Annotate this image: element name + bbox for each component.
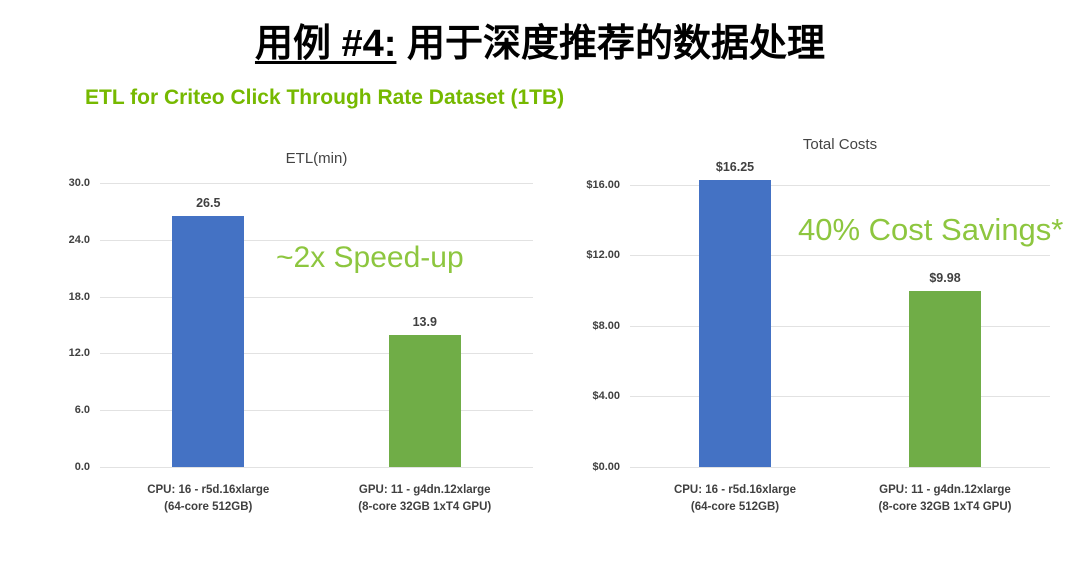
bar-cpu: [172, 216, 245, 467]
costs-plot-area: $16.00 $12.00 $8.00 $4.00 $0.00 $16.25 CPU: 16…: [586, 160, 1050, 513]
gridline: [630, 255, 1050, 257]
y-axis-tick-label: $0.00: [592, 461, 620, 473]
chart-subtitle: ETL for Criteo Click Through Rate Datase…: [85, 86, 565, 109]
gridline: [100, 183, 533, 184]
y-axis-tick-label: 30.0: [68, 177, 90, 189]
gridline: [630, 184, 1050, 186]
page-title: 用例 #4: 用于深度推荐的数据处理: [0, 12, 1080, 67]
title-usecase-prefix: 用例 #4:: [254, 23, 397, 65]
y-axis-tick-label: 24.0: [68, 233, 90, 246]
bar-value-label: $9.98: [929, 270, 961, 285]
bar-gpu: [388, 335, 461, 467]
bar-value-label: 26.5: [196, 196, 221, 211]
bar-value-label: $16.25: [715, 160, 755, 175]
x-axis-category-label: GPU: 11 - g4dn.12xlarge (8-core 32GB 1xT…: [878, 484, 1012, 513]
gridline: [630, 467, 1050, 468]
speedup-annotation: ~2x Speed-up: [276, 241, 464, 274]
x-axis-category-label: CPU: 16 - r5d.16xlarge (64-core 512GB): [147, 484, 270, 513]
y-axis-tick-label: 18.0: [68, 290, 90, 303]
gridline: [100, 239, 533, 241]
gridline: [100, 296, 533, 298]
title-text: 用于深度推荐的数据处理: [396, 23, 826, 65]
bar-value-label: 13.9: [412, 315, 437, 330]
y-axis-tick-label: 6.0: [74, 404, 90, 417]
etl-chart-title: ETL(min): [285, 150, 348, 167]
gridline: [100, 353, 533, 355]
y-axis-tick-label: $8.00: [592, 319, 620, 332]
y-axis-tick-label: $4.00: [592, 390, 620, 403]
y-axis-tick-label: 0.0: [74, 461, 90, 473]
cost-savings-annotation: 40% Cost Savings*: [798, 212, 1064, 247]
y-axis-tick-label: $16.00: [586, 178, 620, 191]
y-axis-tick-label: $12.00: [586, 249, 620, 262]
y-axis-tick-label: 12.0: [68, 347, 90, 360]
bar-cpu: [699, 180, 771, 467]
gridline: [100, 410, 533, 412]
costs-chart-title: Total Costs: [802, 136, 878, 153]
x-axis-category-label: GPU: 11 - g4dn.12xlarge (8-core 32GB 1xT…: [358, 484, 492, 513]
gridline: [630, 396, 1050, 398]
gridline: [100, 467, 533, 468]
gridline: [630, 325, 1050, 327]
bar-gpu: [909, 290, 981, 467]
x-axis-category-label: CPU: 16 - r5d.16xlarge (64-core 512GB): [673, 484, 797, 513]
etl-plot-area: 30.0 24.0 18.0 12.0 6.0 0.0 26.5 CPU: 16 - r5d.…: [69, 177, 533, 513]
